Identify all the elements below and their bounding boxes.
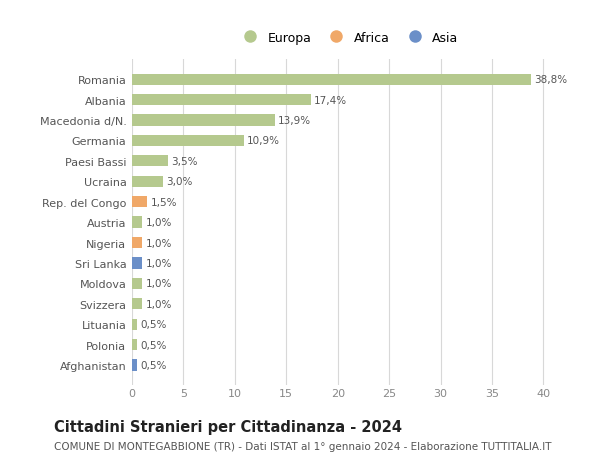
- Text: 1,0%: 1,0%: [145, 218, 172, 228]
- Bar: [132, 95, 311, 106]
- Bar: [132, 74, 531, 86]
- Text: 13,9%: 13,9%: [278, 116, 311, 126]
- Text: 0,5%: 0,5%: [140, 360, 167, 370]
- Bar: [132, 115, 275, 126]
- Text: Cittadini Stranieri per Cittadinanza - 2024: Cittadini Stranieri per Cittadinanza - 2…: [54, 419, 402, 434]
- Text: 38,8%: 38,8%: [534, 75, 567, 85]
- Bar: [132, 156, 168, 167]
- Bar: [132, 237, 142, 249]
- Text: 1,0%: 1,0%: [145, 299, 172, 309]
- Bar: [132, 217, 142, 228]
- Text: 1,5%: 1,5%: [151, 197, 177, 207]
- Bar: [132, 278, 142, 289]
- Bar: [132, 339, 137, 350]
- Text: 17,4%: 17,4%: [314, 95, 347, 106]
- Text: 1,0%: 1,0%: [145, 279, 172, 289]
- Text: 0,5%: 0,5%: [140, 319, 167, 330]
- Text: 1,0%: 1,0%: [145, 238, 172, 248]
- Bar: [132, 196, 148, 208]
- Bar: [132, 135, 244, 147]
- Text: 1,0%: 1,0%: [145, 258, 172, 269]
- Text: 3,5%: 3,5%: [171, 157, 197, 167]
- Text: 10,9%: 10,9%: [247, 136, 280, 146]
- Legend: Europa, Africa, Asia: Europa, Africa, Asia: [233, 27, 464, 50]
- Text: 3,0%: 3,0%: [166, 177, 193, 187]
- Text: 0,5%: 0,5%: [140, 340, 167, 350]
- Text: COMUNE DI MONTEGABBIONE (TR) - Dati ISTAT al 1° gennaio 2024 - Elaborazione TUTT: COMUNE DI MONTEGABBIONE (TR) - Dati ISTA…: [54, 441, 551, 451]
- Bar: [132, 359, 137, 371]
- Bar: [132, 258, 142, 269]
- Bar: [132, 298, 142, 310]
- Bar: [132, 176, 163, 187]
- Bar: [132, 319, 137, 330]
